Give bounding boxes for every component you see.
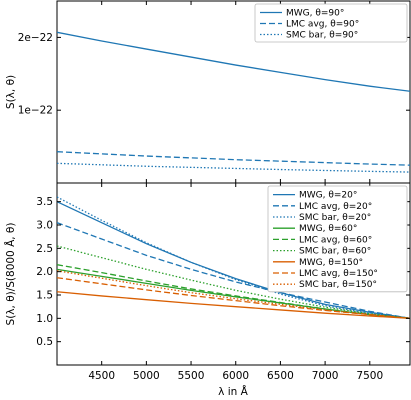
bottom-x-tick-label-5: 7000 — [312, 370, 339, 382]
top-y-tick-label-1: 2e−22 — [18, 32, 53, 44]
bottom-x-tick-label-2: 5500 — [178, 370, 205, 382]
bottom-series-line-7 — [57, 277, 410, 319]
bottom-legend-label-7: LMC avg, θ=150° — [299, 269, 378, 279]
bottom-legend-box — [267, 185, 408, 293]
bottom-y-tick-label-6: 3.5 — [36, 196, 53, 208]
bottom-legend-label-3: MWG, θ=60° — [299, 224, 357, 234]
top-series-line-2 — [57, 162, 410, 173]
top-series-layer — [57, 31, 410, 173]
bottom-y-axis-label: S(λ, θ)/S(8000 Å, θ) — [4, 223, 17, 326]
bottom-y-tick-label-0: 0.5 — [36, 336, 53, 348]
top-panel: 1e−22 2e−22 S(λ, θ) MWG, θ=90°LMC avg, θ=… — [5, 0, 411, 184]
top-legend-label-1: LMC avg, θ=90° — [286, 20, 359, 30]
top-legend-label-0: MWG, θ=90° — [286, 9, 344, 19]
bottom-legend: MWG, θ=20°LMC avg, θ=20°SMC bar, θ=20°MW… — [267, 185, 408, 293]
bottom-plot-frame — [56, 182, 411, 366]
bottom-x-tick-label-1: 5000 — [133, 370, 160, 382]
bottom-y-tick-label-1: 1.0 — [36, 313, 53, 325]
bottom-x-tick-label-0: 4500 — [88, 370, 115, 382]
x-axis-label: λ in Å — [218, 385, 248, 398]
bottom-series-line-0 — [57, 201, 410, 319]
bottom-series-line-6 — [57, 291, 410, 319]
top-legend-label-2: SMC bar, θ=90° — [286, 31, 358, 41]
bottom-legend-label-4: LMC avg, θ=60° — [299, 235, 372, 245]
bottom-legend-label-8: SMC bar, θ=150° — [299, 280, 377, 290]
bottom-x-tick-label-3: 6000 — [222, 370, 249, 382]
bottom-y-tick-label-3: 2.0 — [36, 266, 53, 278]
bottom-series-line-2 — [57, 196, 410, 319]
bottom-series-layer — [57, 196, 410, 319]
bottom-series-line-5 — [57, 245, 410, 319]
top-y-axis-label: S(λ, θ) — [5, 75, 17, 109]
bottom-legend-label-1: LMC avg, θ=20° — [299, 202, 372, 212]
bottom-ticks-layer: 0.5 1.0 1.5 2.0 2.5 3.0 3.5 4500 5000 5500 6000 650… — [36, 183, 410, 382]
bottom-x-tick-label-4: 6500 — [267, 370, 294, 382]
bottom-series-line-8 — [57, 270, 410, 319]
top-series-line-0 — [57, 31, 410, 92]
top-y-tick-label-0: 1e−22 — [18, 105, 53, 117]
bottom-panel: 0.5 1.0 1.5 2.0 2.5 3.0 3.5 4500 5000 5500 6000 650… — [4, 182, 411, 398]
bottom-y-tick-label-5: 3.0 — [36, 220, 53, 232]
top-ticks-layer: 1e−22 2e−22 — [18, 1, 410, 183]
bottom-y-tick-label-2: 1.5 — [36, 290, 53, 302]
bottom-y-tick-label-4: 2.5 — [36, 243, 53, 255]
bottom-legend-label-6: MWG, θ=150° — [299, 258, 363, 268]
bottom-series-line-1 — [57, 222, 410, 319]
top-legend-box — [254, 3, 408, 43]
bottom-legend-label-5: SMC bar, θ=60° — [299, 247, 371, 257]
top-series-line-1 — [57, 151, 410, 166]
bottom-legend-label-2: SMC bar, θ=20° — [299, 213, 371, 223]
top-legend: MWG, θ=90°LMC avg, θ=90°SMC bar, θ=90° — [254, 3, 408, 43]
bottom-x-tick-label-6: 7500 — [356, 370, 383, 382]
bottom-legend-label-0: MWG, θ=20° — [299, 191, 357, 201]
